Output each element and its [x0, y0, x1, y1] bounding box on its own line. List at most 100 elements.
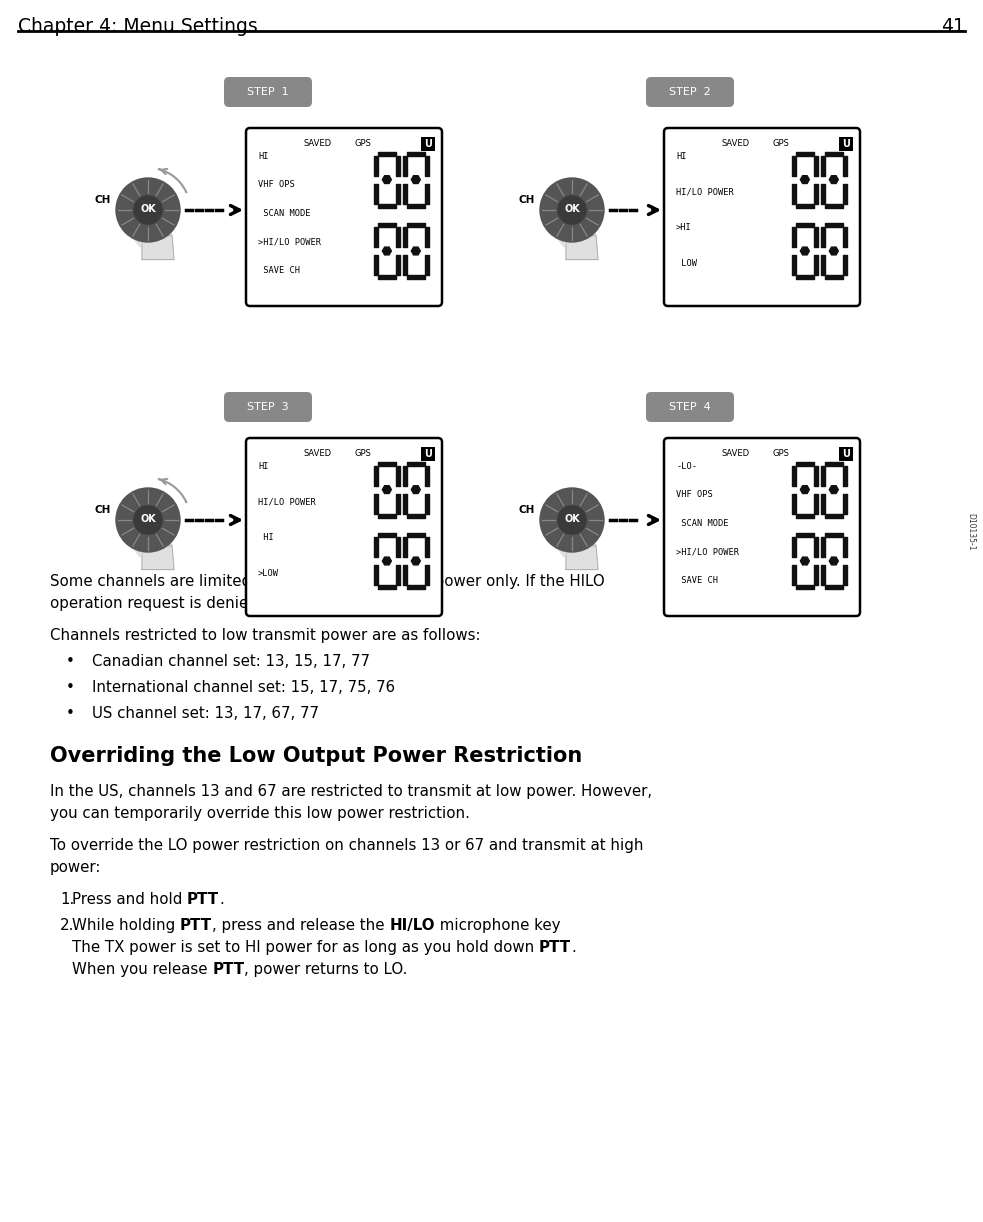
- Polygon shape: [163, 533, 171, 547]
- Polygon shape: [163, 222, 171, 237]
- Circle shape: [134, 196, 162, 224]
- Text: Some channels are limited by regulation to be low power only. If the HILO: Some channels are limited by regulation …: [50, 574, 605, 589]
- Polygon shape: [800, 176, 809, 183]
- Text: SAVE CH: SAVE CH: [676, 576, 718, 584]
- Polygon shape: [552, 538, 566, 557]
- Polygon shape: [566, 235, 598, 259]
- Text: VHF OPS: VHF OPS: [258, 181, 295, 189]
- Text: •: •: [66, 679, 75, 695]
- Text: , power returns to LO.: , power returns to LO.: [245, 962, 408, 978]
- Polygon shape: [411, 485, 421, 494]
- Text: PTT: PTT: [539, 940, 571, 956]
- Text: OK: OK: [564, 514, 580, 524]
- Text: SCAN MODE: SCAN MODE: [258, 209, 311, 218]
- Polygon shape: [830, 557, 838, 565]
- Text: HI/LO: HI/LO: [389, 918, 434, 934]
- Text: CH: CH: [94, 196, 111, 205]
- Text: >LOW: >LOW: [258, 568, 279, 578]
- Text: U: U: [424, 448, 432, 459]
- Polygon shape: [128, 227, 142, 247]
- Circle shape: [558, 196, 586, 224]
- FancyBboxPatch shape: [246, 128, 442, 306]
- Text: -LO-: -LO-: [676, 462, 697, 470]
- Text: microphone key: microphone key: [434, 918, 560, 934]
- Text: .: .: [571, 940, 576, 956]
- Text: >HI/LO POWER: >HI/LO POWER: [676, 547, 739, 556]
- Text: International channel set: 15, 17, 75, 76: International channel set: 15, 17, 75, 7…: [92, 679, 395, 695]
- Text: HI/LO POWER: HI/LO POWER: [258, 497, 316, 506]
- Polygon shape: [142, 545, 174, 569]
- Polygon shape: [587, 222, 595, 237]
- Text: While holding: While holding: [72, 918, 180, 934]
- Circle shape: [540, 488, 604, 552]
- Text: SAVED: SAVED: [304, 139, 331, 148]
- Text: STEP  2: STEP 2: [669, 87, 711, 97]
- Polygon shape: [382, 176, 391, 183]
- Polygon shape: [411, 247, 421, 255]
- Text: •: •: [66, 706, 75, 721]
- Text: US channel set: 13, 17, 67, 77: US channel set: 13, 17, 67, 77: [92, 706, 319, 721]
- FancyBboxPatch shape: [664, 437, 860, 616]
- Text: LOW: LOW: [676, 259, 697, 268]
- Text: GPS: GPS: [773, 139, 789, 148]
- Text: STEP  3: STEP 3: [247, 402, 289, 412]
- Polygon shape: [568, 523, 578, 547]
- Text: OK: OK: [141, 204, 156, 214]
- Polygon shape: [411, 176, 421, 183]
- Text: SAVED: SAVED: [304, 448, 331, 458]
- Text: HI/LO POWER: HI/LO POWER: [676, 187, 733, 197]
- Text: SAVED: SAVED: [722, 139, 750, 148]
- Text: SAVE CH: SAVE CH: [258, 265, 300, 275]
- Text: .: .: [219, 892, 224, 907]
- Text: 1.: 1.: [60, 892, 75, 907]
- Bar: [839, 137, 853, 152]
- Text: SCAN MODE: SCAN MODE: [676, 519, 728, 528]
- Text: operation request is denied, an error tone beeps.: operation request is denied, an error to…: [50, 596, 422, 611]
- Polygon shape: [382, 247, 391, 255]
- Polygon shape: [154, 218, 163, 237]
- Text: HI: HI: [258, 462, 268, 470]
- Polygon shape: [142, 235, 174, 259]
- Text: 41: 41: [941, 17, 965, 35]
- Text: CH: CH: [519, 506, 535, 516]
- Text: U: U: [424, 139, 432, 149]
- Text: The TX power is set to HI power for as long as you hold down: The TX power is set to HI power for as l…: [72, 940, 539, 956]
- Text: OK: OK: [564, 204, 580, 214]
- Text: >HI/LO POWER: >HI/LO POWER: [258, 237, 321, 246]
- Text: VHF OPS: VHF OPS: [676, 490, 713, 500]
- Bar: [421, 447, 435, 461]
- Circle shape: [134, 506, 162, 534]
- Polygon shape: [566, 545, 598, 569]
- Circle shape: [540, 178, 604, 242]
- Polygon shape: [144, 523, 154, 547]
- Text: GPS: GPS: [354, 448, 372, 458]
- Polygon shape: [830, 247, 838, 255]
- Text: Canadian channel set: 13, 15, 17, 77: Canadian channel set: 13, 15, 17, 77: [92, 654, 370, 668]
- Text: CH: CH: [94, 506, 111, 516]
- FancyBboxPatch shape: [246, 437, 442, 616]
- Text: D10135-1: D10135-1: [966, 513, 975, 551]
- Polygon shape: [154, 528, 163, 547]
- Text: PTT: PTT: [212, 962, 245, 978]
- FancyBboxPatch shape: [664, 128, 860, 306]
- Text: STEP  4: STEP 4: [669, 402, 711, 412]
- Polygon shape: [578, 218, 587, 237]
- Polygon shape: [800, 485, 809, 494]
- Circle shape: [116, 488, 180, 552]
- Polygon shape: [830, 176, 838, 183]
- Text: HI: HI: [676, 152, 686, 161]
- FancyBboxPatch shape: [646, 392, 734, 422]
- Text: power:: power:: [50, 860, 101, 875]
- Text: When you release: When you release: [72, 962, 212, 978]
- Circle shape: [116, 178, 180, 242]
- Polygon shape: [587, 533, 595, 547]
- Polygon shape: [128, 538, 142, 557]
- Text: PTT: PTT: [187, 892, 219, 907]
- Text: >HI: >HI: [676, 222, 692, 232]
- FancyBboxPatch shape: [224, 77, 312, 108]
- Polygon shape: [382, 485, 391, 494]
- Polygon shape: [578, 528, 587, 547]
- Text: GPS: GPS: [773, 448, 789, 458]
- Bar: [839, 447, 853, 461]
- Polygon shape: [382, 557, 391, 565]
